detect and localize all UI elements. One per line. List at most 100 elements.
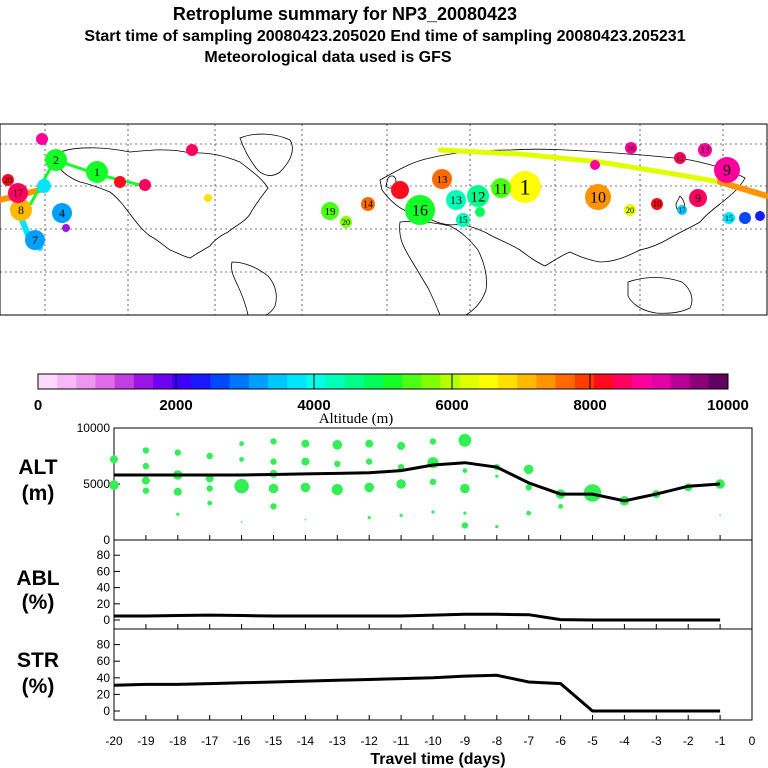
alt-cluster-point [367,516,371,520]
colorbar-cell [363,374,384,389]
colorbar-cell [38,374,58,389]
alt-cluster-point [495,525,499,529]
alt-cluster-point [141,476,150,485]
x-axis-ticks: -20 -19 -18 -17 -16 -15 -14 -13 -12 -11 -10 -9 -8 -7-… [105,734,755,748]
map-cluster-label: 16 [627,144,635,153]
map-cluster-circle [62,224,70,232]
alt-label-bottom: (m) [22,482,55,505]
colorbar-cell [383,374,403,389]
map-cluster-circle [491,178,511,198]
colorbar-cell [498,374,518,389]
alt-cluster-point [462,468,468,473]
colorbar-cell [114,374,135,389]
x-tick-label: -16 [233,734,251,748]
map-cluster-label: 10 [590,190,606,207]
x-tick-label: -12 [361,734,379,748]
title-line3: Meteorological data used is GFS [204,49,451,66]
map-cluster-circle [204,194,212,202]
alt-cluster-point [176,512,180,516]
alt-label-top: ALT [18,456,57,479]
coast-australia [627,277,693,314]
map-cluster-circle [689,189,707,207]
x-tick-label: -8 [491,734,502,748]
x-tick-label: -11 [393,734,410,748]
map-cluster-label: 19 [325,206,337,218]
coast-north-america [57,147,269,259]
title-line1: Retroplume summary for NP3_20080423 [173,4,517,24]
colorbar-cell [632,374,652,389]
str-ytick-label: 40 [97,671,111,685]
alt-cluster-point [142,447,150,454]
alt-cluster-point [558,504,563,509]
map-cluster-label: 20 [342,218,350,227]
alt-axes: 0 5000 10000 [77,421,753,547]
map-cluster-circle [2,174,14,186]
x-tick-label: -4 [619,734,630,748]
map-cluster-circle [509,171,541,203]
colorbar-tick-label: 0 [34,397,42,414]
map-cluster-circle [186,144,198,156]
colorbar-cell [76,374,96,389]
colorbar-cell [57,374,77,389]
map-cluster-label: 15 [725,214,733,223]
colorbar-cell [689,374,710,389]
x-axis-title: Travel time (days) [370,751,505,768]
map-cluster-label: 9 [695,191,701,205]
colorbar-cell [402,374,422,389]
map-cluster-label: 15 [459,215,469,225]
plume-track-orange-east [717,179,768,199]
title-line2: Start time of sampling 20080423.205020 E… [84,28,685,45]
colorbar-cell [95,374,116,389]
alt-cluster-point [110,455,118,464]
alt-ytick-label: 5000 [83,477,110,491]
map-cluster-label: 1 [94,165,100,179]
map-cluster-label: 1 [520,175,531,200]
str-ytick-label: 20 [97,687,111,701]
map-cluster-circle [585,184,611,210]
map-cluster-label: 13 [701,145,711,155]
plume-track-yellow [437,147,723,185]
colorbar-cell [306,374,326,389]
alt-cluster-point [719,514,721,517]
alt-cluster-point [365,439,374,448]
alt-cluster-point [174,449,181,456]
map-cluster-circle [674,152,686,164]
colorbar-cell [440,374,461,389]
x-tick-label: -2 [683,734,694,748]
alt-cluster-point [397,441,406,450]
colorbar-cell [517,374,537,389]
map-cluster-circle [391,181,409,199]
alt-cluster-point [304,519,307,521]
map-frame [0,123,768,316]
map-cluster-label: 17 [679,206,687,214]
alt-cluster-point [270,438,277,445]
str-ytick-label: 0 [103,704,110,718]
map-cluster-circle [755,211,765,221]
colorbar-tick-label: 8000 [573,397,606,414]
str-label-top: STR [17,649,59,672]
map-cluster-label: 12 [676,154,684,163]
map-cluster-circle [114,176,126,188]
alt-cluster-point [268,483,279,494]
map-cluster-circle [714,157,740,183]
map-cluster-circle [361,197,375,211]
abl-ytick-label: 60 [97,564,111,578]
map-cluster-label: 20 [626,206,634,215]
map-cluster-circle [432,169,452,189]
map-cluster-label: 9 [723,163,731,180]
colorbar-cell [421,374,441,389]
abl-label-bottom: (%) [22,591,55,614]
alt-cluster-point [458,433,472,447]
colorbar-cell [248,374,269,389]
x-tick-label: -17 [201,734,219,748]
x-tick-label: -7 [523,734,534,748]
map-cluster-label: 13 [437,174,449,186]
colorbar-cell [708,374,729,389]
map-cluster-label: 7 [32,233,38,247]
alt-cluster-point [429,438,437,445]
map-cluster-label: 8 [18,203,24,217]
alt-cluster-point [301,457,310,466]
str-axes: 0 20 40 60 80 [97,628,753,721]
alt-cluster-point [460,483,470,494]
coast-greenland [239,133,293,176]
